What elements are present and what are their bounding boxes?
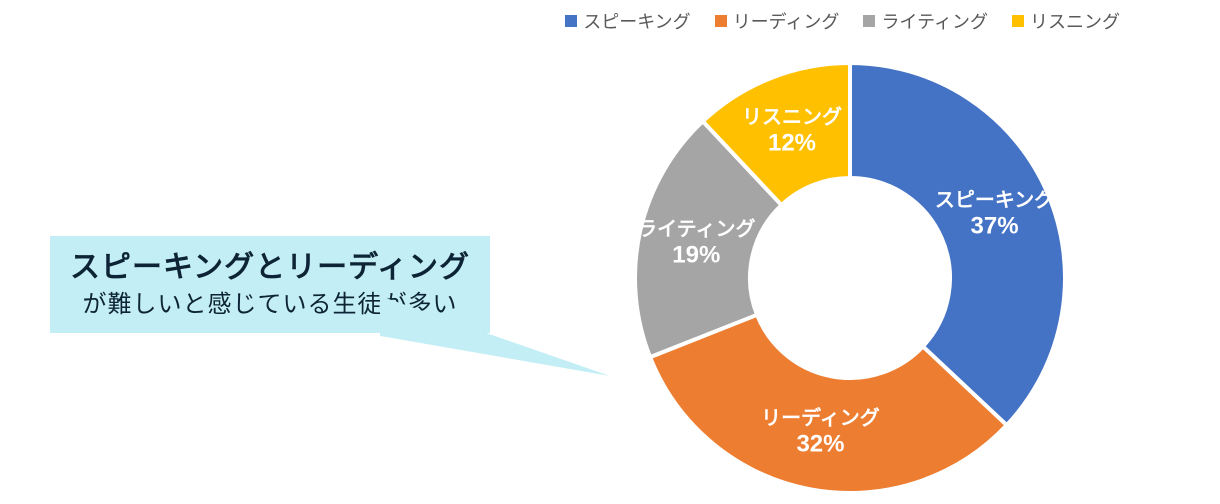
legend-item-writing: ライティング [863, 8, 988, 34]
slice-name: スピーキング [935, 189, 1054, 213]
figure-stage: スピーキング リーディング ライティング リスニング スピーキングとリーディング… [0, 0, 1220, 504]
callout-line1: スピーキングとリーディング [70, 248, 470, 289]
slice-name: ライティング [637, 217, 755, 241]
slice-name: リスニング [742, 105, 842, 129]
donut-chart: スピーキング 37% リーディング 32% ライティング 19% リスニング 1… [620, 48, 1080, 504]
legend-swatch-speaking [565, 15, 577, 27]
slice-pct: 12% [742, 129, 842, 158]
slice-label-speaking: スピーキング 37% [935, 189, 1054, 242]
slice-pct: 37% [935, 213, 1054, 242]
callout: スピーキングとリーディング が難しいと感じている生徒が多い [50, 236, 490, 333]
legend-item-listening: リスニング [1012, 8, 1120, 34]
legend-swatch-reading [715, 15, 727, 27]
slice-label-writing: ライティング 19% [637, 217, 755, 270]
callout-tail-shape [380, 296, 610, 376]
slice-pct: 32% [761, 430, 880, 459]
legend-label: ライティング [881, 8, 988, 34]
slice-label-reading: リーディング 32% [761, 406, 880, 459]
legend-item-speaking: スピーキング [565, 8, 690, 34]
chart-legend: スピーキング リーディング ライティング リスニング [565, 8, 1120, 34]
legend-swatch-listening [1012, 15, 1024, 27]
legend-label: スピーキング [583, 8, 690, 34]
legend-item-reading: リーディング [715, 8, 840, 34]
legend-label: リーディング [733, 8, 840, 34]
callout-tail-icon [380, 296, 520, 416]
legend-swatch-writing [863, 15, 875, 27]
slice-name: リーディング [761, 406, 880, 430]
slice-label-listening: リスニング 12% [742, 105, 842, 158]
legend-label: リスニング [1030, 8, 1120, 34]
slice-pct: 19% [637, 241, 755, 270]
